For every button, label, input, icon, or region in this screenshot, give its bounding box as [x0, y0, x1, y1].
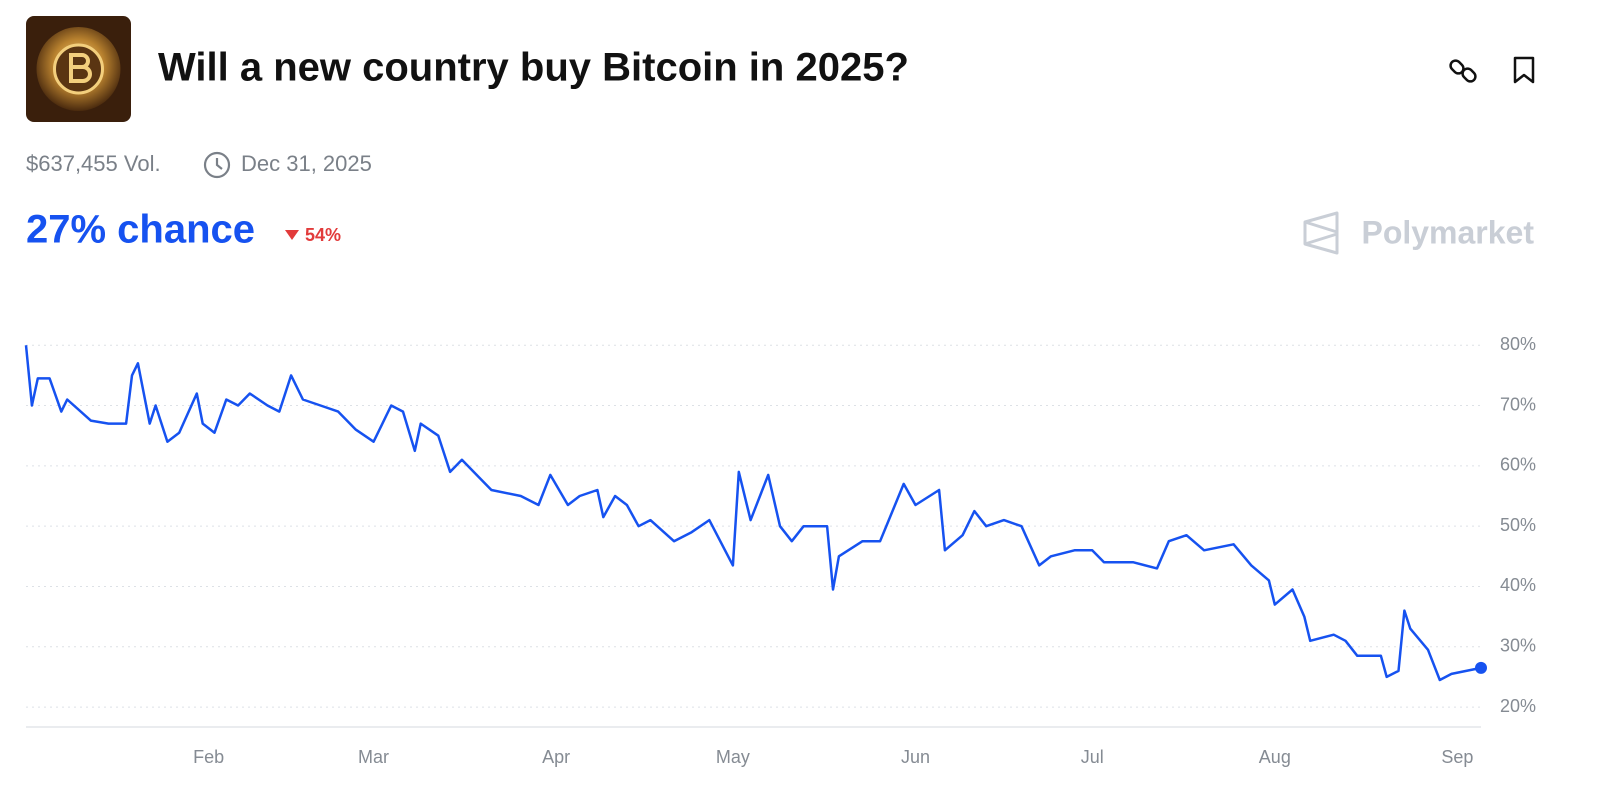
volume: $637,455 Vol. [26, 151, 161, 176]
current-point [1475, 661, 1487, 674]
x-tick-label: Sep [1441, 747, 1473, 767]
x-tick-label: Aug [1259, 747, 1291, 767]
brand-name: Polymarket [1361, 214, 1534, 250]
y-tick-label: 50% [1500, 515, 1536, 535]
x-tick-label: Jul [1081, 747, 1104, 767]
x-tick-label: Mar [358, 747, 389, 767]
x-tick-label: Apr [542, 747, 570, 767]
market-image [26, 16, 131, 122]
chance: 27% chance [26, 208, 255, 252]
copy-link-button[interactable] [1449, 59, 1478, 84]
end-date: Dec 31, 2025 [241, 151, 372, 176]
clock-icon [203, 151, 231, 179]
bookmark-button[interactable] [1513, 56, 1535, 84]
y-tick-label: 40% [1500, 575, 1536, 595]
price-line [24, 345, 1482, 682]
y-tick-label: 30% [1500, 636, 1536, 656]
down-arrow [285, 230, 299, 240]
y-tick-label: 80% [1500, 334, 1536, 354]
y-tick-label: 70% [1500, 394, 1536, 414]
y-tick-label: 20% [1500, 696, 1536, 716]
x-tick-label: May [716, 747, 750, 767]
x-tick-label: Feb [193, 747, 224, 767]
y-tick-label: 60% [1500, 455, 1536, 475]
brand-logo [1303, 211, 1339, 255]
change: 54% [305, 225, 341, 245]
x-tick-label: Jun [901, 747, 930, 767]
market-title: Will a new country buy Bitcoin in 2025? [158, 46, 909, 90]
